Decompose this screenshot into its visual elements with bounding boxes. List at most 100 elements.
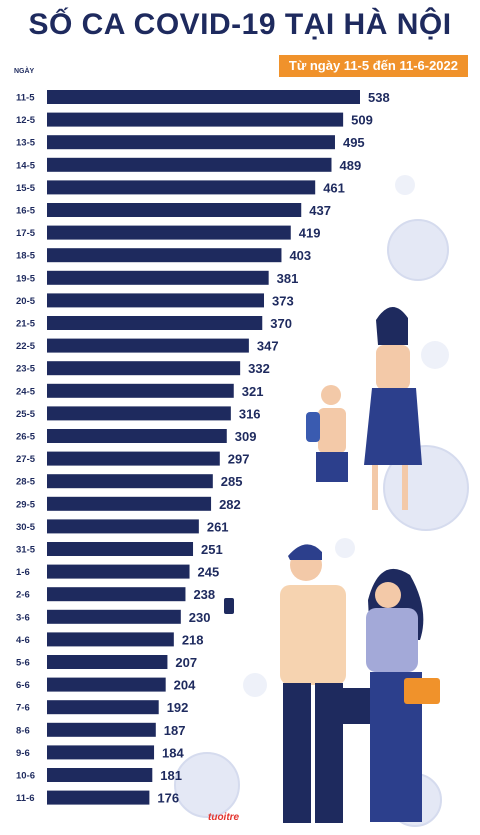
category-label: 18-5 xyxy=(16,251,36,262)
value-label: 370 xyxy=(270,316,292,331)
bar xyxy=(47,225,291,240)
category-label: 22-5 xyxy=(16,341,36,352)
value-label: 437 xyxy=(309,203,331,218)
bar xyxy=(47,768,153,782)
value-label: 403 xyxy=(289,248,311,263)
category-label: 31-5 xyxy=(16,545,36,556)
category-label: 14-5 xyxy=(16,160,36,171)
value-label: 187 xyxy=(164,723,186,738)
category-label: 25-5 xyxy=(16,409,36,420)
bar xyxy=(47,316,263,330)
bar xyxy=(47,542,194,556)
bar xyxy=(47,270,269,285)
category-label: 24-5 xyxy=(16,386,36,397)
value-label: 245 xyxy=(198,565,220,580)
woman-illustration xyxy=(364,306,422,510)
category-label: 5-6 xyxy=(16,658,30,669)
y-axis-label: NGÀY xyxy=(14,68,35,75)
virus-icon xyxy=(174,752,240,818)
value-label: 207 xyxy=(175,655,197,670)
category-label: 10-6 xyxy=(16,771,35,782)
bar xyxy=(47,248,282,263)
value-label: 489 xyxy=(339,158,361,173)
value-label: 192 xyxy=(167,700,189,715)
category-label: 30-5 xyxy=(16,522,36,533)
chart-title: SỐ CA COVID-19 TẠI HÀ NỘI xyxy=(28,8,452,41)
virus-icon xyxy=(387,219,449,281)
bar xyxy=(47,745,155,760)
bar xyxy=(47,609,181,624)
value-label: 176 xyxy=(157,791,179,806)
value-label: 184 xyxy=(162,745,184,760)
category-label: 2-6 xyxy=(16,590,30,601)
date-range-badge: Từ ngày 11-5 đến 11-6-2022 xyxy=(278,55,468,77)
bar xyxy=(47,519,199,534)
value-label: 285 xyxy=(221,474,243,489)
category-label: 7-6 xyxy=(16,703,30,714)
value-label: 373 xyxy=(272,293,294,308)
category-label: 23-5 xyxy=(16,364,36,375)
category-label: 15-5 xyxy=(16,183,36,194)
category-label: 27-5 xyxy=(16,454,36,465)
bar xyxy=(47,451,220,466)
category-label: 12-5 xyxy=(16,115,36,126)
value-label: 251 xyxy=(201,542,223,557)
value-label: 538 xyxy=(368,90,390,105)
virus-icon xyxy=(335,538,355,558)
bar xyxy=(47,135,335,150)
value-label: 347 xyxy=(257,339,279,354)
child-illustration xyxy=(306,385,348,482)
bar xyxy=(47,361,241,376)
value-label: 332 xyxy=(248,361,270,376)
virus-icon xyxy=(243,673,267,697)
value-label: 461 xyxy=(323,180,345,195)
category-label: 9-6 xyxy=(16,748,30,759)
value-label: 204 xyxy=(174,678,196,693)
category-label: 20-5 xyxy=(16,296,36,307)
category-label: 1-6 xyxy=(16,567,30,578)
category-label: 16-5 xyxy=(16,206,36,217)
bar xyxy=(47,632,174,647)
value-label: 321 xyxy=(242,384,264,399)
woman2-illustration xyxy=(366,568,440,822)
value-label: 309 xyxy=(235,429,257,444)
category-label: 8-6 xyxy=(16,725,30,736)
man-illustration xyxy=(224,544,382,823)
bar xyxy=(47,700,159,715)
bar xyxy=(47,203,302,217)
bar xyxy=(47,496,212,511)
category-label: 29-5 xyxy=(16,499,36,510)
bar xyxy=(47,157,332,172)
category-label: 28-5 xyxy=(16,477,36,488)
value-label: 218 xyxy=(182,632,204,647)
category-label: 4-6 xyxy=(16,635,30,646)
bar xyxy=(47,338,249,353)
category-label: 19-5 xyxy=(16,273,36,284)
bar xyxy=(47,112,344,127)
value-label: 238 xyxy=(193,587,215,602)
bar xyxy=(47,790,150,805)
bar xyxy=(47,90,360,104)
value-label: 495 xyxy=(343,135,365,150)
bar xyxy=(47,293,265,308)
value-label: 381 xyxy=(277,271,299,286)
bar xyxy=(47,677,166,692)
category-label: 11-5 xyxy=(16,93,35,104)
virus-icon xyxy=(421,341,449,369)
category-label: 17-5 xyxy=(16,228,36,239)
virus-icon xyxy=(395,175,415,195)
bar xyxy=(47,429,227,443)
bar xyxy=(47,564,190,579)
category-label: 6-6 xyxy=(16,680,30,691)
value-label: 181 xyxy=(160,768,182,783)
bar xyxy=(47,383,234,398)
category-label: 3-6 xyxy=(16,612,30,623)
category-label: 13-5 xyxy=(16,138,36,149)
bar xyxy=(47,587,186,602)
value-label: 261 xyxy=(207,519,229,534)
value-label: 230 xyxy=(189,610,211,625)
value-label: 316 xyxy=(239,406,261,421)
bar xyxy=(47,180,316,195)
